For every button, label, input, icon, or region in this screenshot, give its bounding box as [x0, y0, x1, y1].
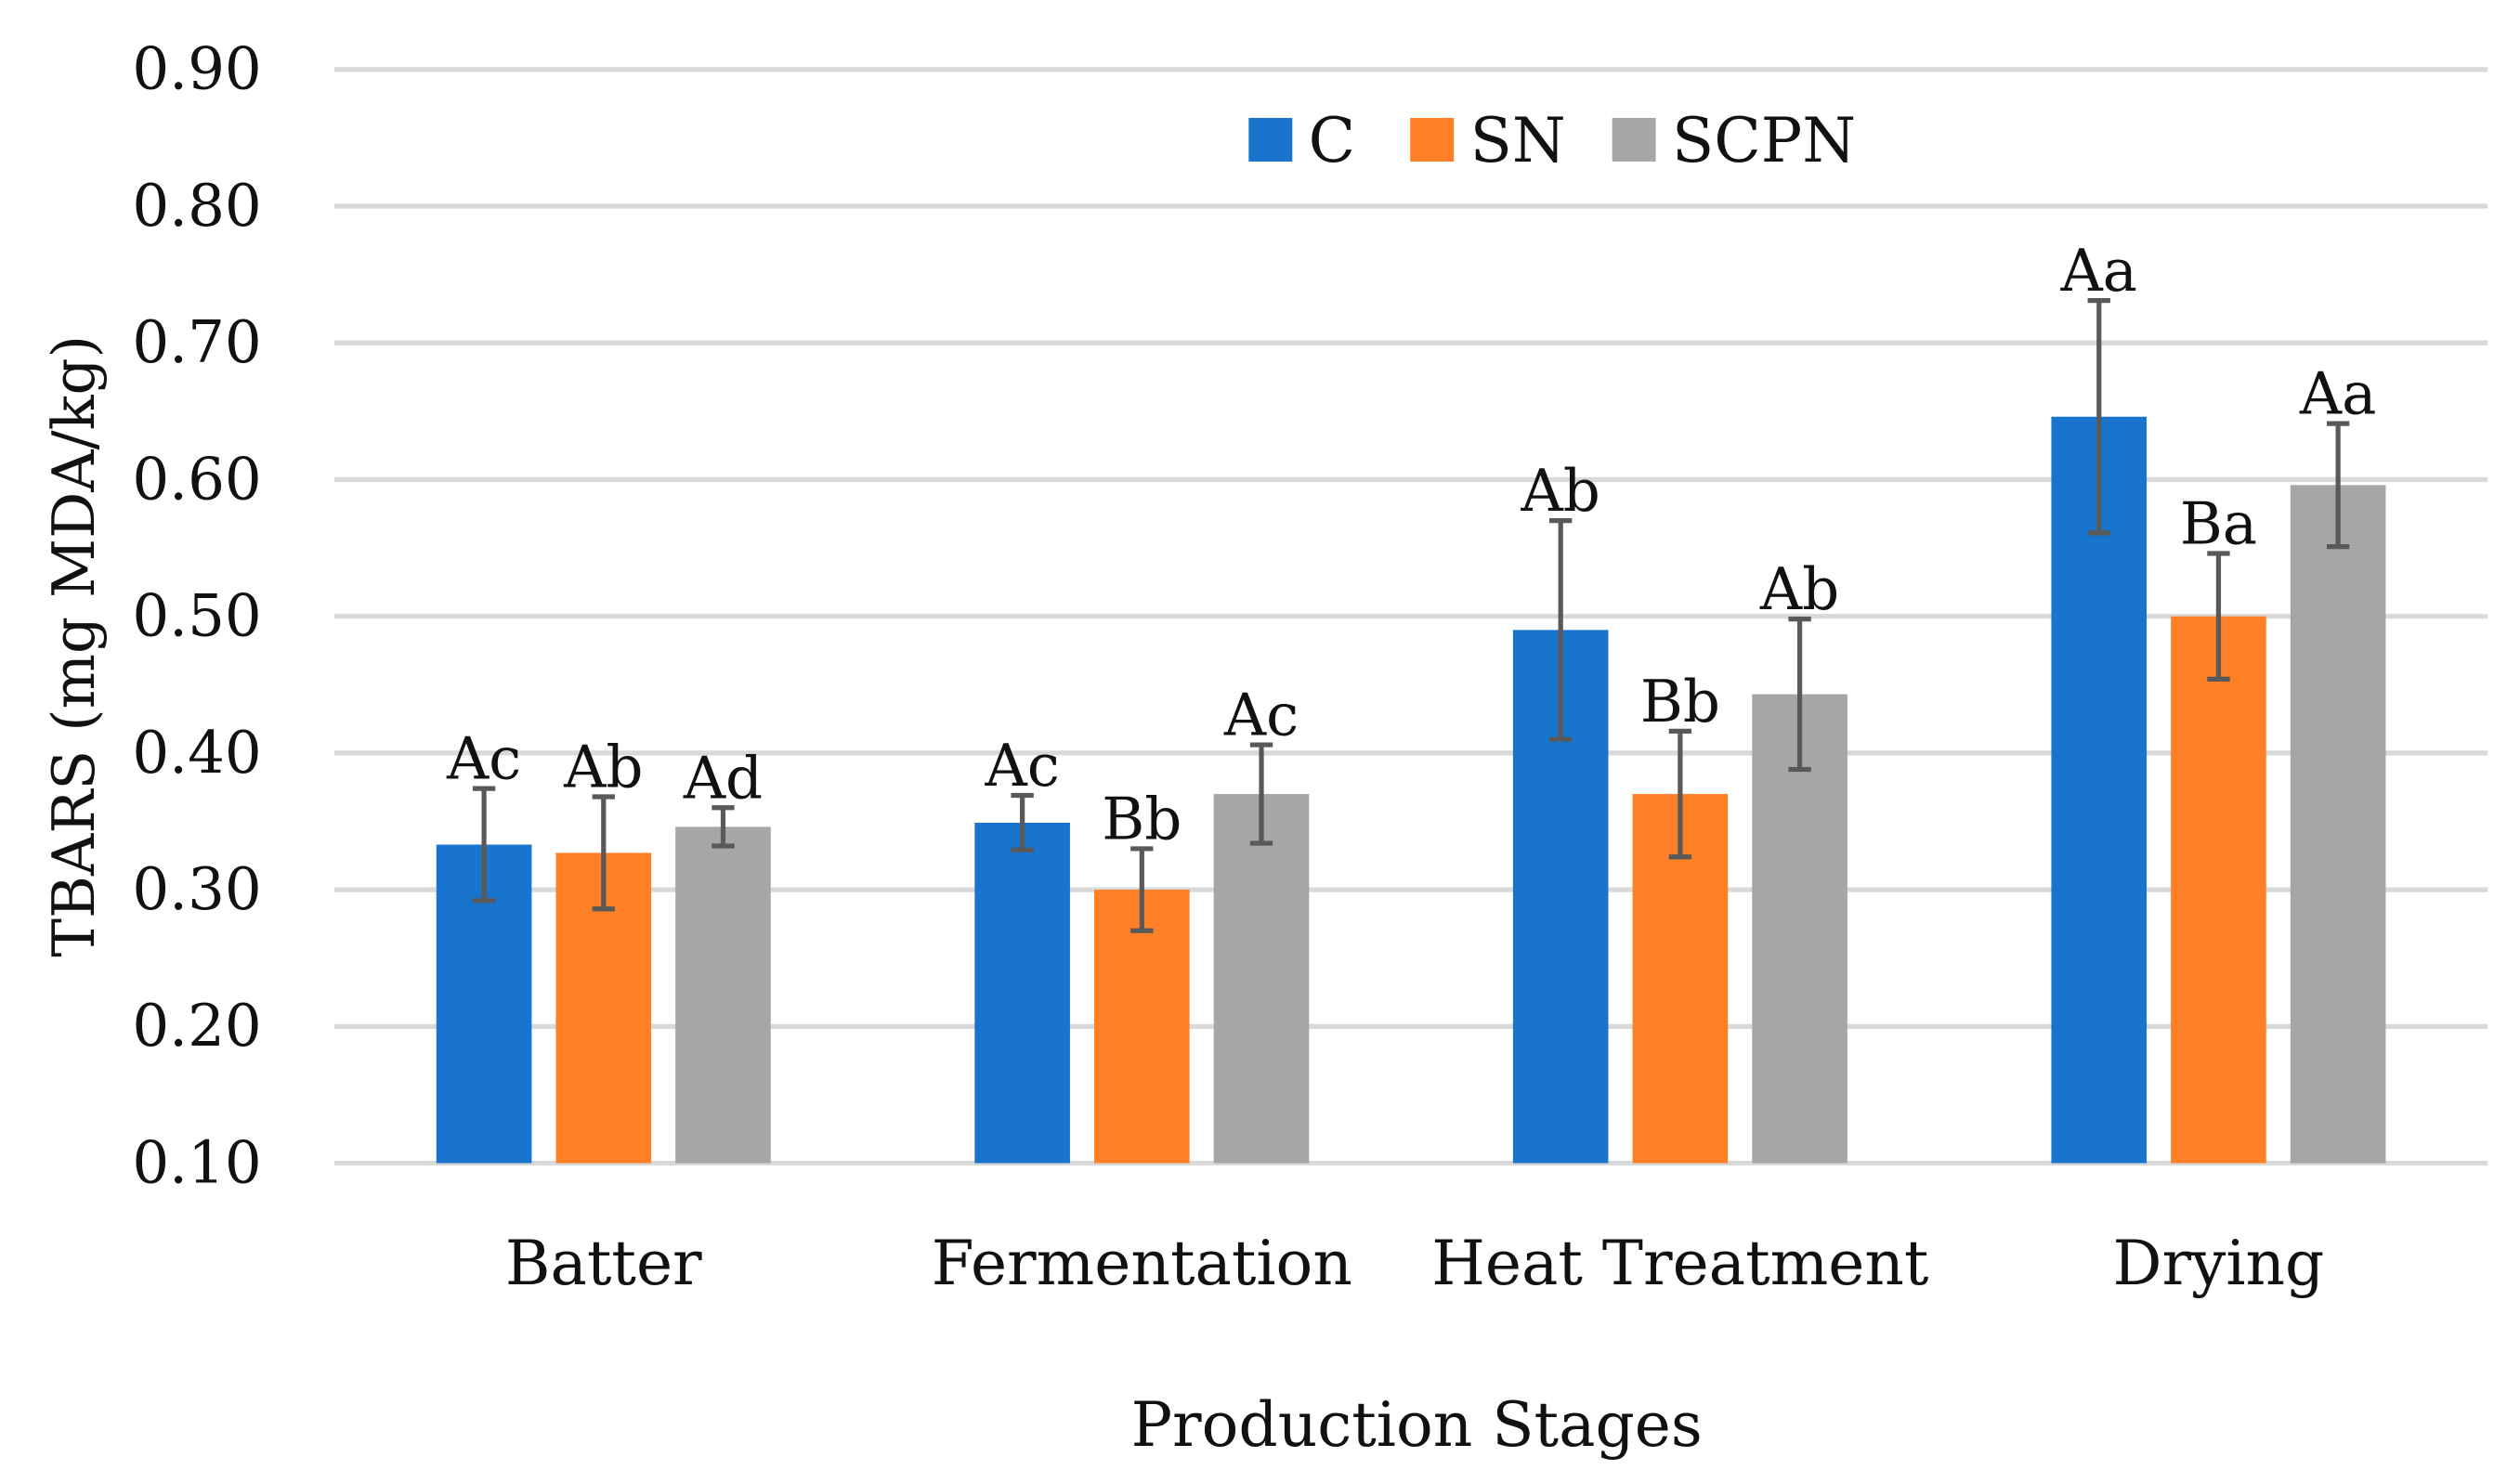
bar-c [974, 822, 1070, 1164]
y-tick-label: 0.10 [132, 1128, 261, 1196]
bar-scpn [1752, 694, 1848, 1164]
legend-swatch-c [1248, 117, 1293, 162]
significance-label: Bb [1640, 668, 1720, 735]
y-tick-label: 0.60 [132, 445, 261, 513]
legend-label: C [1309, 105, 1356, 176]
x-axis-title: Production Stages [1131, 1389, 1703, 1461]
y-tick-label: 0.80 [132, 172, 261, 240]
significance-label: Aa [2059, 237, 2137, 305]
x-tick-labels: Batter Fermentation Heat Treatment Drying [505, 1228, 2324, 1299]
legend: C SN SCPN [1248, 105, 1856, 176]
bar-scpn [675, 826, 771, 1164]
legend-label: SN [1470, 105, 1566, 176]
bar-sn [1094, 890, 1190, 1164]
bar-sn [2171, 616, 2266, 1164]
legend-swatch-scpn [1612, 117, 1656, 162]
bar-scpn [1213, 794, 1310, 1164]
significance-label: Ba [2180, 490, 2257, 558]
bars: Ac Ab Ad Ac Bb Ac Ab Bb Ab Aa Ba Aa [436, 237, 2386, 1164]
legend-swatch-sn [1410, 117, 1455, 162]
y-tick-label: 0.20 [132, 992, 261, 1060]
significance-label: Ab [1521, 457, 1600, 525]
y-axis-title: TBARS (mg MDA/kg) [40, 335, 108, 957]
x-tick-label: Heat Treatment [1431, 1228, 1929, 1299]
y-tick-labels: 0.10 0.20 0.30 0.40 0.50 0.60 0.70 0.80 0.90 [132, 35, 261, 1197]
bar-c [2051, 416, 2148, 1164]
x-tick-label: Drying [2113, 1228, 2325, 1299]
y-tick-label: 0.40 [132, 719, 261, 787]
significance-label: Ac [1223, 682, 1299, 749]
y-tick-label: 0.70 [132, 308, 261, 376]
significance-label: Aa [2299, 360, 2377, 428]
y-tick-label: 0.90 [132, 35, 261, 103]
significance-label: Ac [446, 725, 521, 793]
legend-label: SCPN [1672, 105, 1856, 176]
significance-label: Ac [985, 732, 1060, 800]
significance-label: Ab [1759, 555, 1839, 623]
y-tick-label: 0.30 [132, 855, 261, 923]
significance-label: Bb [1102, 786, 1182, 853]
significance-label: Ab [563, 734, 643, 801]
bar-scpn [2290, 485, 2386, 1164]
y-tick-label: 0.50 [132, 582, 261, 650]
gridlines [333, 67, 2488, 1166]
x-tick-label: Fermentation [932, 1228, 1352, 1299]
significance-label: Ad [683, 744, 763, 812]
x-tick-label: Batter [505, 1228, 702, 1299]
